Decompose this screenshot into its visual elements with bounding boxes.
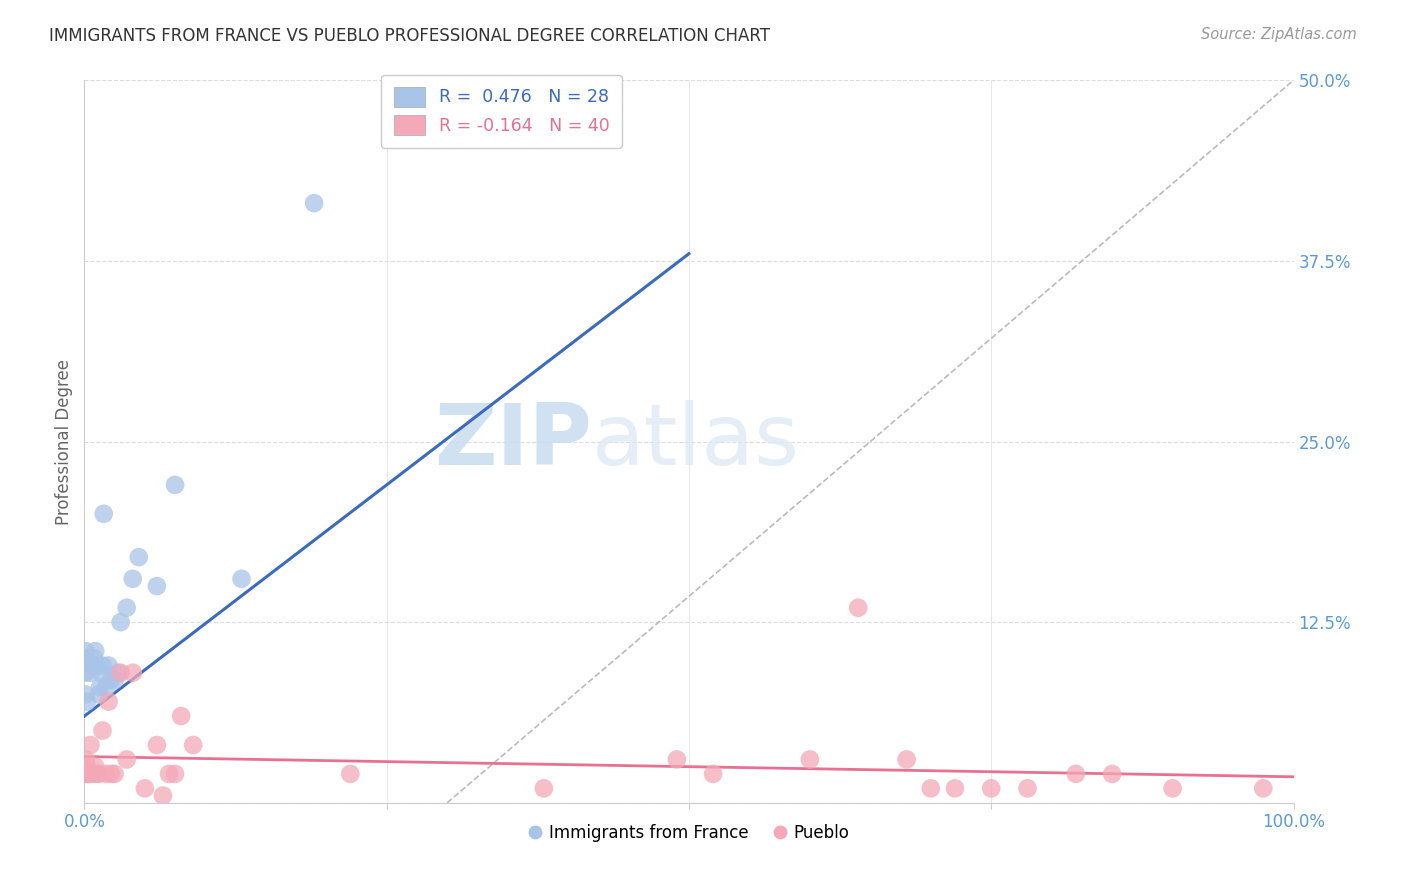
Text: IMMIGRANTS FROM FRANCE VS PUEBLO PROFESSIONAL DEGREE CORRELATION CHART: IMMIGRANTS FROM FRANCE VS PUEBLO PROFESS… (49, 27, 770, 45)
Y-axis label: Professional Degree: Professional Degree (55, 359, 73, 524)
Point (533, 781, 555, 796)
Point (77, 767, 100, 781)
Point (97, 658, 120, 673)
Point (84, 644, 107, 658)
Point (231, 572, 253, 586)
Point (115, 752, 138, 766)
Point (83, 651, 105, 665)
Point (110, 665, 132, 680)
Point (75, 687, 97, 701)
Point (79, 665, 101, 680)
Text: ZIP: ZIP (434, 400, 592, 483)
Point (87, 687, 110, 701)
Point (94, 680, 117, 694)
Point (75, 651, 97, 665)
Point (152, 789, 174, 803)
Point (104, 767, 127, 781)
Point (157, 767, 180, 781)
Point (91, 723, 114, 738)
Point (76, 760, 98, 774)
Point (799, 752, 821, 766)
Point (1064, 767, 1087, 781)
Point (943, 781, 966, 796)
Point (84, 760, 107, 774)
Point (75, 644, 97, 658)
Point (82, 658, 104, 673)
Point (75, 760, 97, 774)
Point (107, 665, 129, 680)
Point (89, 680, 111, 694)
Point (121, 665, 143, 680)
Point (1161, 781, 1184, 796)
Point (121, 572, 143, 586)
Point (97, 695, 120, 709)
Point (90, 665, 112, 680)
Point (339, 767, 361, 781)
Point (94, 767, 117, 781)
Point (134, 781, 156, 796)
Point (86, 767, 108, 781)
Point (91, 658, 114, 673)
Point (115, 600, 138, 615)
Point (75, 752, 97, 766)
Point (128, 550, 150, 565)
Point (170, 709, 193, 723)
Point (980, 781, 1002, 796)
Point (165, 767, 187, 781)
Point (104, 673, 127, 687)
Point (87, 767, 110, 781)
Text: atlas: atlas (592, 400, 800, 483)
Point (146, 579, 169, 593)
Point (110, 615, 132, 630)
Point (82, 767, 104, 781)
Point (702, 767, 724, 781)
Point (77, 767, 100, 781)
Point (846, 600, 869, 615)
Point (302, 196, 325, 211)
Point (1101, 767, 1123, 781)
Point (665, 752, 688, 766)
Point (100, 673, 122, 687)
Point (100, 767, 122, 781)
Legend: Immigrants from France, Pueblo: Immigrants from France, Pueblo (522, 817, 856, 848)
Point (1253, 781, 1275, 796)
Point (93, 507, 115, 521)
Point (896, 752, 918, 766)
Point (79, 738, 101, 752)
Point (75, 767, 97, 781)
Text: Source: ZipAtlas.com: Source: ZipAtlas.com (1201, 27, 1357, 42)
Point (76, 695, 98, 709)
Point (165, 478, 187, 492)
Point (1017, 781, 1039, 796)
Point (181, 738, 204, 752)
Point (75, 665, 97, 680)
Point (146, 738, 169, 752)
Point (920, 781, 942, 796)
